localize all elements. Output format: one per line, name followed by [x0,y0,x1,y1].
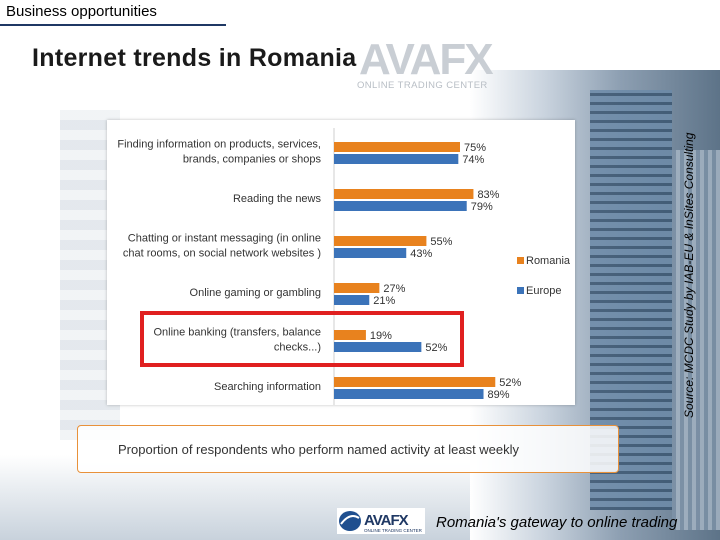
bar-value-label: 19% [370,330,392,342]
bar-romania [334,142,460,152]
bar-value-label: 83% [477,189,499,201]
bar-value-label: 74% [462,154,484,166]
footer-logo-text: AVAFX [364,512,409,529]
category-label: Finding information on products, service… [117,139,321,151]
bar-value-label: 89% [488,389,510,401]
legend-swatch-europe [517,287,524,294]
bar-value-label: 55% [430,236,452,248]
section-underline [0,24,226,26]
category-label: brands, companies or shops [183,154,322,166]
bar-chart: Finding information on products, service… [117,128,571,405]
watermark-logo-subtitle: ONLINE TRADING CENTER [357,80,488,91]
avafx-watermark-logo: AVAFX ONLINE TRADING CENTER [357,35,495,91]
highlight-box [140,311,464,367]
bar-romania [334,377,496,387]
bar-value-label: 75% [464,142,486,154]
bar-europe [334,154,459,164]
bar-europe [334,248,407,258]
footer-tagline: Romania's gateway to online trading [436,514,678,531]
bar-value-label: 43% [410,248,432,260]
bar-europe [334,389,484,399]
category-label: Online banking (transfers, balance [153,327,321,339]
page-title: Internet trends in Romania [32,44,357,72]
category-label: Searching information [214,381,321,393]
bar-europe [334,342,422,352]
watermark-logo-text: AVAFX [359,35,493,84]
bar-value-label: 52% [499,377,521,389]
bar-romania [334,189,474,199]
bar-value-label: 52% [425,342,447,354]
footer-logo-subtitle: ONLINE TRADING CENTER [364,528,423,533]
section-label: Business opportunities [6,3,157,20]
bar-value-label: 21% [373,295,395,307]
bar-romania [334,330,366,340]
category-label: checks...) [274,342,321,354]
bar-romania [334,283,380,293]
chart-panel: Finding information on products, service… [107,120,575,405]
bar-value-label: 27% [383,283,405,295]
bar-europe [334,201,467,211]
background-building [672,150,720,530]
footer-logo: AVAFX ONLINE TRADING CENTER [337,508,425,534]
bar-romania [334,236,427,246]
category-label: chat rooms, on social network websites ) [123,248,321,260]
legend-label-europe: Europe [526,285,561,297]
bar-europe [334,295,370,305]
category-label: Online gaming or gambling [190,287,321,299]
legend-label-romania: Romania [526,255,571,267]
source-note: Source: MCDC Study by IAB-EU & InSites C… [682,132,696,418]
legend-swatch-romania [517,257,524,264]
caption-box: Proportion of respondents who perform na… [77,425,619,473]
category-label: Reading the news [233,193,322,205]
bar-value-label: 79% [471,201,493,213]
chart-caption: Proportion of respondents who perform na… [118,442,520,457]
category-label: Chatting or instant messaging (in online [128,233,321,245]
